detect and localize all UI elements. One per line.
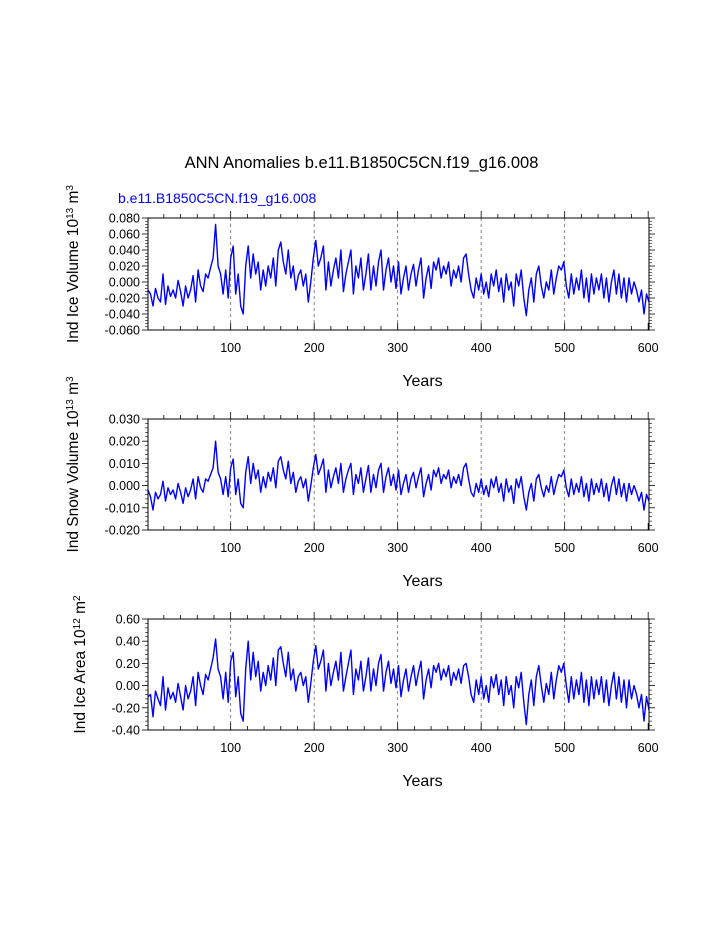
series-line xyxy=(147,638,650,726)
x-tick-label: 600 xyxy=(638,741,659,755)
series-line xyxy=(147,440,650,511)
y-axis-label: Ind Ice Volume 1013 m3 xyxy=(65,185,83,343)
y-tick-label: 0.40 xyxy=(116,635,140,649)
x-tick-label: 500 xyxy=(554,741,575,755)
y-tick-label: -0.20 xyxy=(112,701,141,715)
plot-frame xyxy=(147,217,650,331)
y-tick-label: 0.000 xyxy=(109,479,140,493)
y-tick-label: 0.030 xyxy=(109,413,140,427)
x-tick-label: 600 xyxy=(638,541,659,555)
y-axis-label: Ind Ice Area 1012 m2 xyxy=(72,595,90,734)
y-axis-label: Ind Snow Volume 1013 m3 xyxy=(65,376,83,553)
x-tick-label: 500 xyxy=(554,541,575,555)
y-tick-label: -0.020 xyxy=(105,292,140,306)
x-tick-label: 300 xyxy=(387,741,408,755)
x-tick-label: 100 xyxy=(220,741,241,755)
y-tick-label: 0.000 xyxy=(109,276,140,290)
x-tick-label: 100 xyxy=(220,341,241,355)
panel-2: 100 200 300 400 500 600 -0.020 -0.010 0.000 0.010… xyxy=(65,376,659,590)
series-line xyxy=(147,223,650,317)
x-tick-label: 300 xyxy=(387,341,408,355)
y-tick-label: -0.40 xyxy=(112,724,141,738)
y-tick-label: 0.040 xyxy=(109,244,140,258)
y-tick-label: -0.060 xyxy=(105,324,140,338)
x-tick-label: 500 xyxy=(554,341,575,355)
figure-title: ANN Anomalies b.e11.B1850C5CN.f19_g16.00… xyxy=(184,154,539,172)
y-tick-label: -0.020 xyxy=(105,524,140,538)
x-tick-label: 300 xyxy=(387,541,408,555)
x-axis-label: Years xyxy=(402,373,442,390)
y-tick-label: 0.60 xyxy=(116,613,140,627)
x-tick-label: 200 xyxy=(304,741,325,755)
y-tick-label: 0.060 xyxy=(109,228,140,242)
plot-frame xyxy=(147,618,650,731)
x-axis-label: Years xyxy=(402,573,442,590)
x-axis-label: Years xyxy=(402,773,442,790)
y-tick-label: 0.020 xyxy=(109,260,140,274)
x-tick-label: 600 xyxy=(638,341,659,355)
x-tick-label: 400 xyxy=(471,541,492,555)
x-tick-label: 400 xyxy=(471,741,492,755)
panel-3: 100 200 300 400 500 600 -0.40 -0.20 0.00 0.20 0.40… xyxy=(72,595,659,790)
y-tick-label: 0.010 xyxy=(109,457,140,471)
x-tick-label: 200 xyxy=(304,541,325,555)
y-tick-label: 0.020 xyxy=(109,435,140,449)
y-tick-label: -0.040 xyxy=(105,308,140,322)
y-tick-label: -0.010 xyxy=(105,501,140,515)
y-tick-label: 0.20 xyxy=(116,657,140,671)
x-tick-label: 400 xyxy=(471,341,492,355)
case-subtitle: b.e11.B1850C5CN.f19_g16.008 xyxy=(118,190,317,206)
x-tick-label: 200 xyxy=(304,341,325,355)
y-tick-label: 0.080 xyxy=(109,212,140,226)
x-tick-label: 100 xyxy=(220,541,241,555)
plot-frame xyxy=(147,418,650,531)
panel-1: 100 200 300 400 500 600 -0.060 -0.040 -0.020 0.00… xyxy=(65,185,659,390)
y-tick-label: 0.00 xyxy=(116,679,140,693)
